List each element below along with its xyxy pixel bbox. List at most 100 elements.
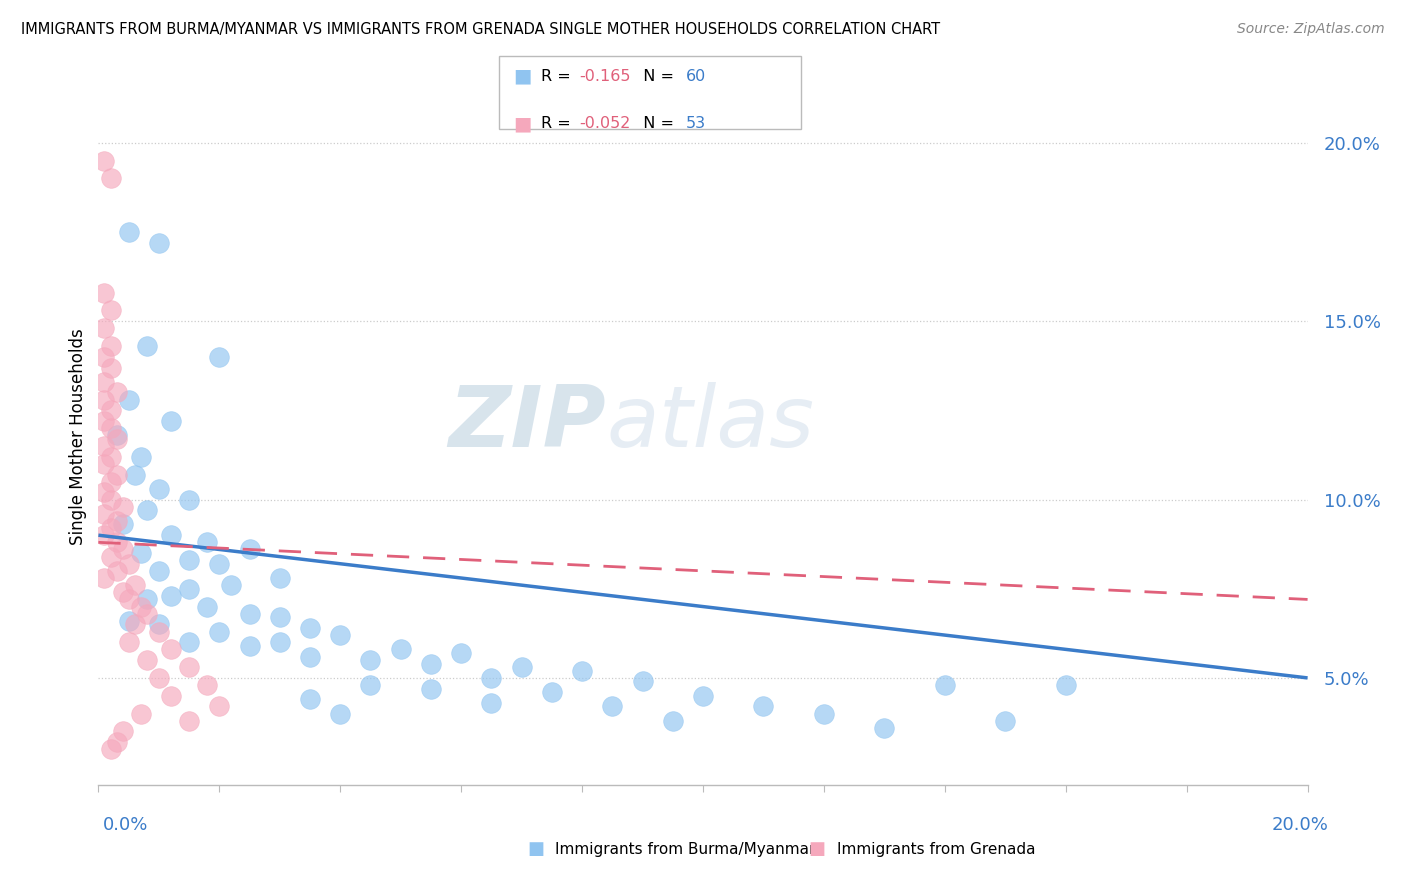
Point	[93, 285, 115, 300]
Point	[450, 646, 472, 660]
Point	[269, 610, 291, 624]
Point	[124, 467, 146, 482]
Point	[813, 706, 835, 721]
Point	[100, 549, 122, 564]
Text: -0.165: -0.165	[579, 69, 631, 84]
Point	[129, 546, 152, 560]
Point	[269, 571, 291, 585]
Point	[111, 500, 134, 514]
Point	[100, 403, 122, 417]
Point	[93, 321, 115, 335]
Point	[148, 235, 170, 250]
Point	[100, 450, 122, 464]
Point	[105, 535, 128, 549]
Text: -0.052: -0.052	[579, 116, 631, 131]
Point	[105, 428, 128, 442]
Point	[360, 678, 382, 692]
Point	[208, 350, 231, 364]
Point	[93, 528, 115, 542]
Point	[93, 457, 115, 471]
Point	[661, 714, 683, 728]
Point	[208, 624, 231, 639]
Point	[160, 689, 183, 703]
Point	[177, 553, 201, 567]
Point	[105, 385, 128, 400]
Point	[124, 578, 146, 592]
Point	[93, 571, 115, 585]
Point	[208, 557, 231, 571]
Point	[100, 742, 122, 756]
Point	[177, 714, 201, 728]
Point	[105, 432, 128, 446]
Point	[148, 671, 170, 685]
Point	[752, 699, 775, 714]
Point	[177, 582, 201, 596]
Point	[299, 621, 322, 635]
Point	[481, 671, 503, 685]
Point	[419, 681, 441, 696]
Point	[299, 649, 322, 664]
Point	[111, 585, 134, 599]
Point	[419, 657, 441, 671]
Point	[129, 450, 152, 464]
Point	[329, 628, 352, 642]
Point	[135, 607, 157, 621]
Point	[571, 664, 593, 678]
Text: ■: ■	[513, 67, 531, 86]
Point	[602, 699, 624, 714]
Point	[177, 660, 201, 674]
Point	[934, 678, 956, 692]
Point	[118, 557, 141, 571]
Text: atlas: atlas	[606, 382, 814, 465]
Point	[148, 564, 170, 578]
Point	[93, 507, 115, 521]
Point	[239, 542, 262, 557]
Point	[135, 339, 157, 353]
Text: N =: N =	[633, 69, 679, 84]
Point	[239, 639, 262, 653]
Point	[105, 514, 128, 528]
Text: Immigrants from Grenada: Immigrants from Grenada	[837, 842, 1035, 856]
Point	[481, 696, 503, 710]
Point	[692, 689, 714, 703]
Point	[148, 624, 170, 639]
Point	[100, 521, 122, 535]
Point	[389, 642, 412, 657]
Y-axis label: Single Mother Households: Single Mother Households	[69, 329, 87, 545]
Point	[100, 492, 122, 507]
Point	[93, 414, 115, 428]
Point	[118, 635, 141, 649]
Text: ■: ■	[513, 114, 531, 134]
Point	[111, 542, 134, 557]
Point	[329, 706, 352, 721]
Point	[160, 528, 183, 542]
Point	[129, 599, 152, 614]
Point	[93, 153, 115, 168]
Point	[195, 599, 218, 614]
Point	[100, 339, 122, 353]
Point	[100, 475, 122, 489]
Point	[111, 724, 134, 739]
Point	[540, 685, 562, 699]
Point	[100, 360, 122, 375]
Text: 0.0%: 0.0%	[103, 816, 148, 834]
Point	[195, 678, 218, 692]
Text: 60: 60	[686, 69, 706, 84]
Point	[360, 653, 382, 667]
Point	[100, 421, 122, 435]
Point	[105, 564, 128, 578]
Point	[148, 617, 170, 632]
Point	[118, 592, 141, 607]
Point	[221, 578, 243, 592]
Text: ZIP: ZIP	[449, 382, 606, 465]
Text: 20.0%: 20.0%	[1272, 816, 1329, 834]
Text: N =: N =	[633, 116, 679, 131]
Point	[239, 607, 262, 621]
Point	[160, 642, 183, 657]
Point	[135, 503, 157, 517]
Point	[269, 635, 291, 649]
Point	[111, 517, 134, 532]
Point	[93, 485, 115, 500]
Text: R =: R =	[541, 69, 576, 84]
Point	[105, 467, 128, 482]
